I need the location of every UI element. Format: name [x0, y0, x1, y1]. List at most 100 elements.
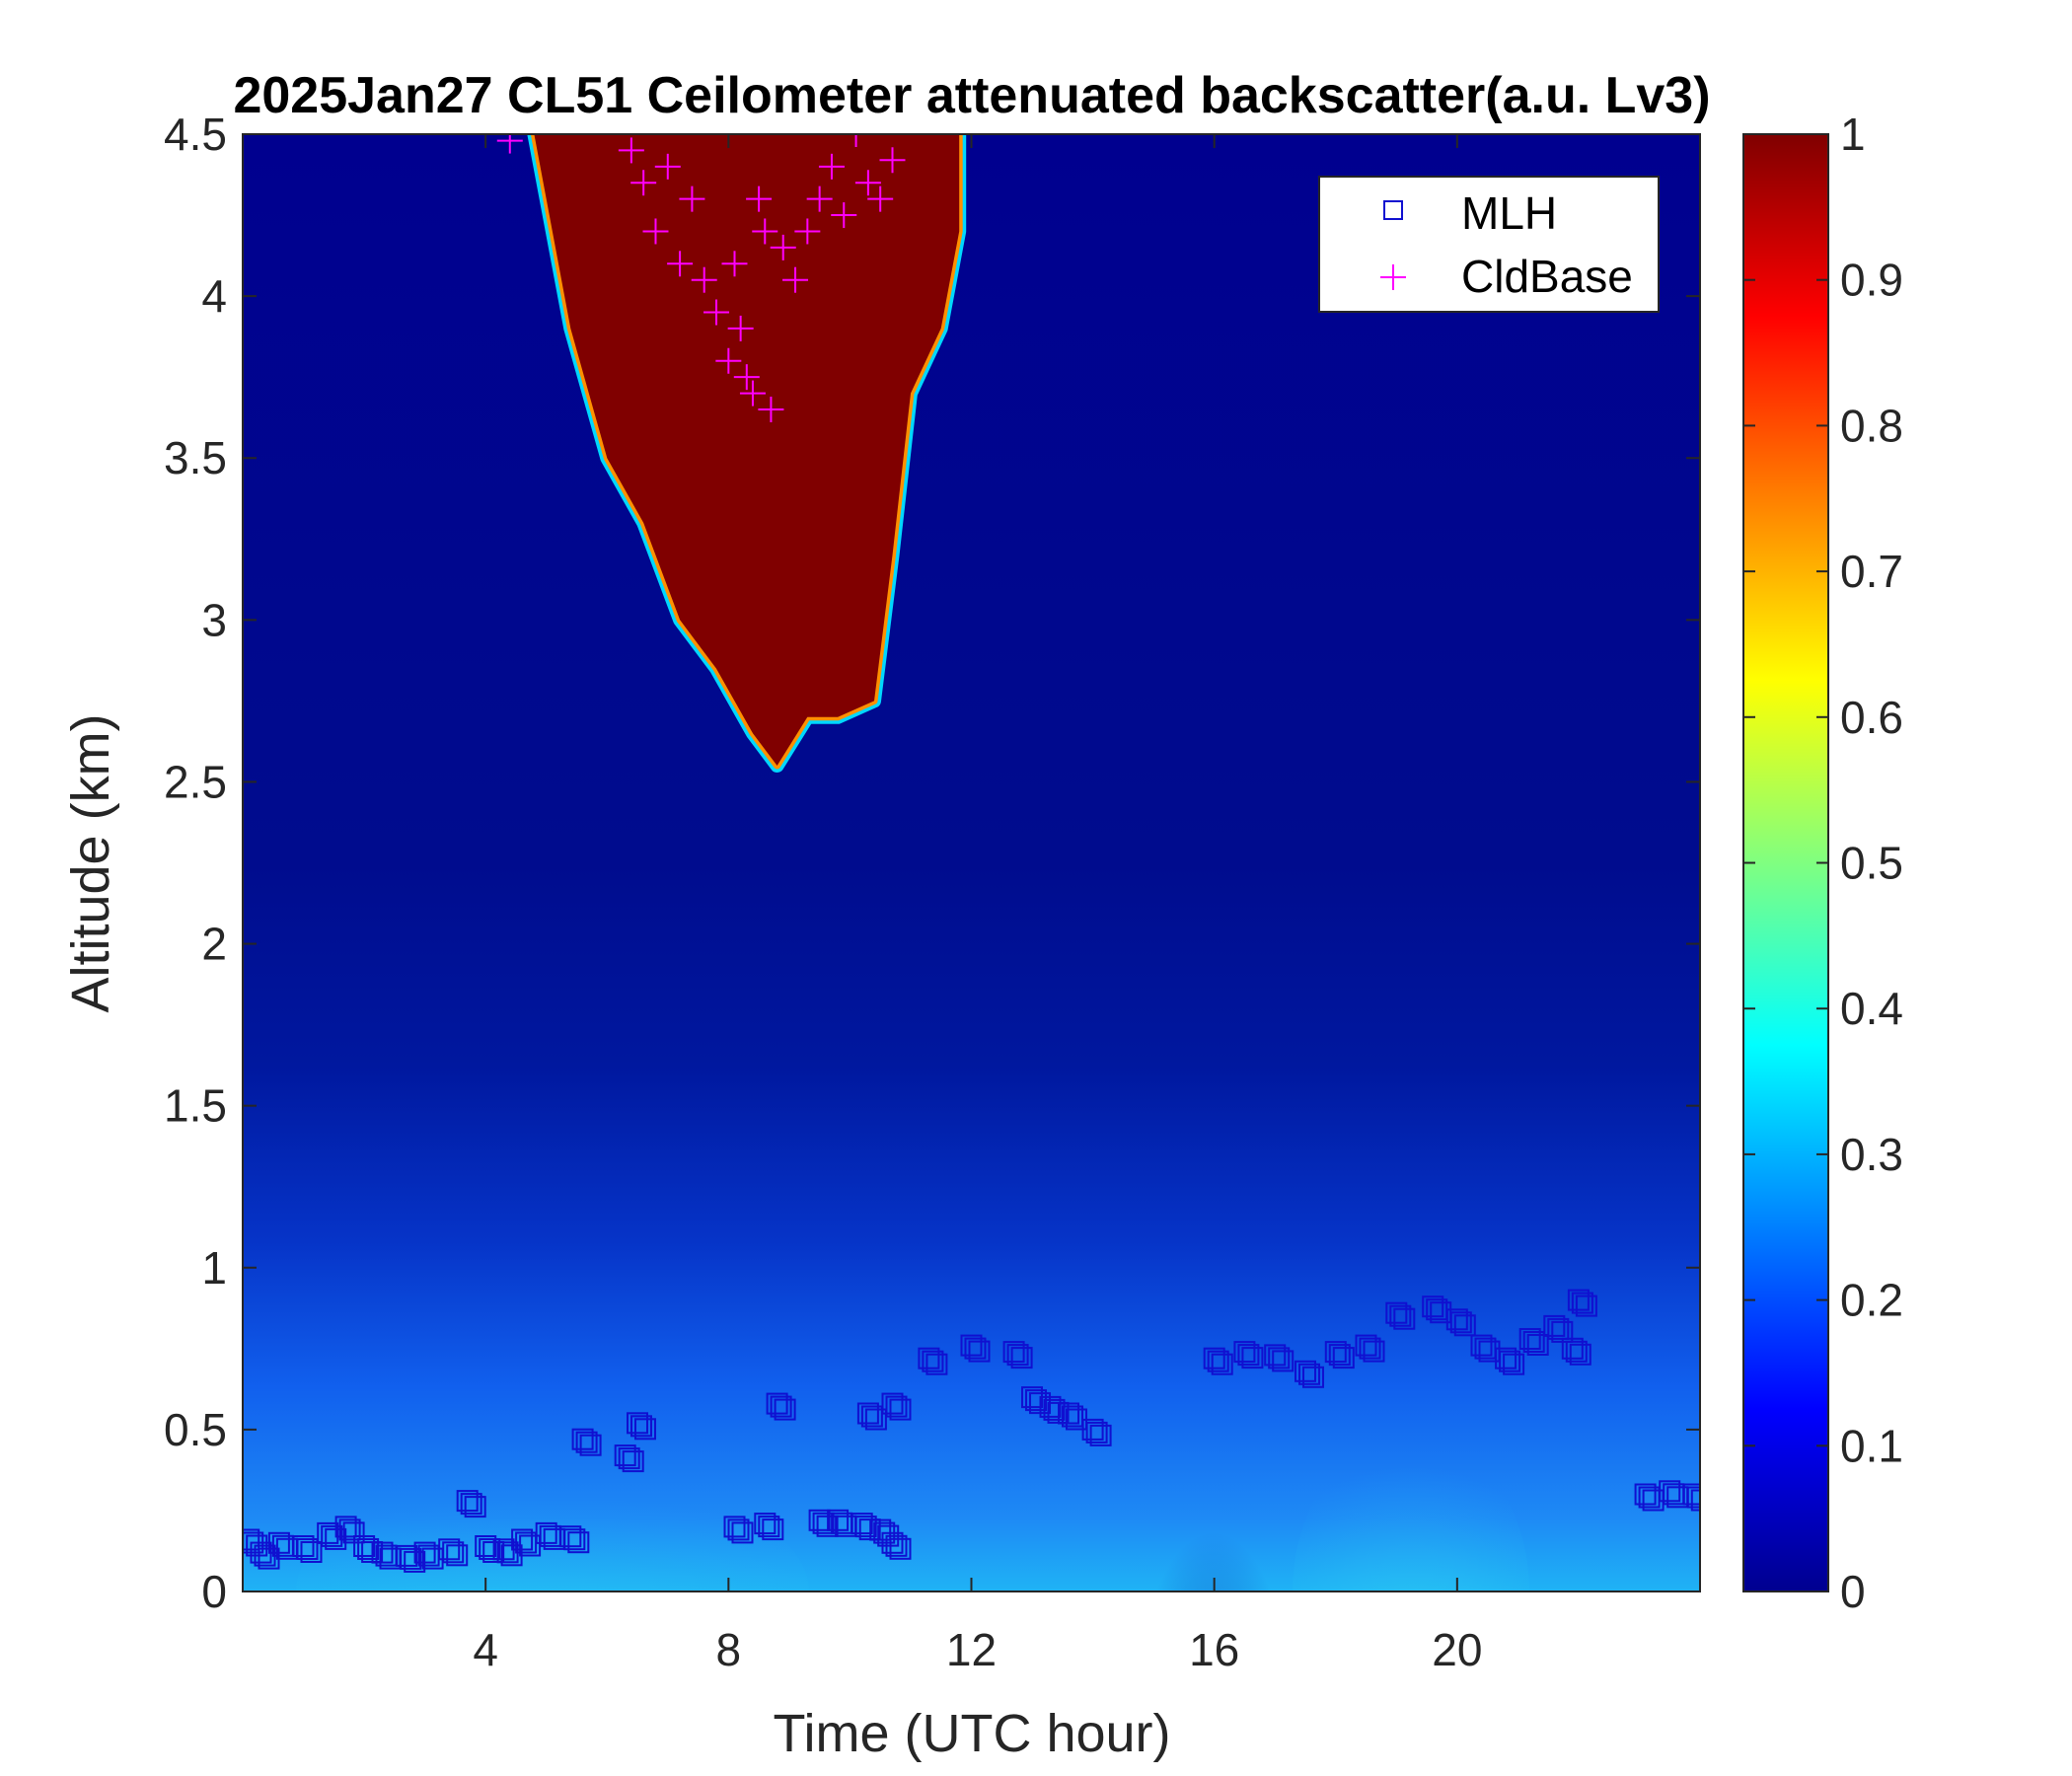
mlh-point [889, 1398, 912, 1421]
y-tick-label: 1.5 [164, 1080, 227, 1132]
cldbase-point [770, 234, 796, 260]
colorbar-tick-label: 0.3 [1840, 1129, 1903, 1180]
cldbase-point [794, 218, 821, 245]
mlh-point [1328, 1344, 1351, 1367]
mlh-point [918, 1347, 940, 1369]
x-axis: 4 8 12 16 20 [473, 134, 1482, 1675]
chart-title: 2025Jan27 CL51 Ceilometer attenuated bac… [233, 67, 1710, 124]
cldbase-point [843, 134, 869, 147]
mlh-point [1686, 1486, 1700, 1509]
legend-cldbase-label: CldBase [1461, 251, 1633, 302]
cldbase-point [715, 347, 742, 374]
mlh-point [885, 1534, 908, 1557]
mlh-point [575, 1431, 598, 1453]
cldbase-point [818, 153, 845, 180]
colorbar-tick-label: 0.8 [1840, 400, 1903, 451]
mlh-point [1575, 1295, 1597, 1317]
mlh-point [731, 1521, 754, 1544]
mlh-point [1363, 1340, 1385, 1363]
mlh-point [925, 1353, 948, 1375]
mlh-point [812, 1512, 835, 1534]
mlh-point [438, 1538, 461, 1561]
cldbase-point [758, 396, 784, 422]
cldbase-point [867, 185, 894, 212]
mlh-point [1499, 1350, 1521, 1372]
mlh-point [446, 1544, 469, 1567]
colorbar-tick-label: 0.4 [1840, 983, 1903, 1034]
mlh-point [1422, 1295, 1444, 1318]
mlh-point [334, 1516, 357, 1538]
y-tick-label: 0 [201, 1566, 227, 1617]
cldbase-series [496, 134, 906, 422]
mlh-point [1332, 1347, 1355, 1369]
legend: MLH CldBase [1318, 176, 1660, 313]
mlh-point [1241, 1347, 1264, 1369]
colorbar-tick-label: 0.6 [1840, 692, 1903, 743]
mlh-point [808, 1509, 831, 1531]
colorbar: 0 0.1 0.2 0.3 0.4 0.5 0.6 0.7 0.8 0.9 1 [1742, 109, 1903, 1617]
cldbase-point [679, 185, 705, 212]
mlh-point [1445, 1308, 1468, 1331]
x-tick-label: 12 [946, 1624, 997, 1675]
cldbase-point [746, 185, 773, 212]
mlh-point [960, 1334, 983, 1357]
legend-box [1318, 176, 1660, 313]
mlh-point [1385, 1301, 1408, 1324]
cldbase-point [721, 251, 748, 277]
mlh-point [1062, 1405, 1083, 1428]
mlh-point [511, 1528, 534, 1551]
aerosol-dark-dip [1154, 1443, 1273, 1591]
mlh-point [1359, 1337, 1381, 1360]
mlh-point [1058, 1402, 1079, 1425]
mlh-point [622, 1450, 644, 1473]
x-tick-label: 20 [1432, 1624, 1482, 1675]
mlh-point [881, 1531, 904, 1554]
cldbase-point [654, 153, 681, 180]
mlh-point [1393, 1307, 1416, 1330]
colorbar-tick-label: 0.2 [1840, 1275, 1903, 1326]
colorbar-tick-label: 0.9 [1840, 255, 1903, 306]
mlh-point [1518, 1328, 1541, 1350]
colorbar-gradient [1742, 133, 1829, 1592]
colorbar-tick-label: 0.5 [1840, 838, 1903, 889]
mlh-point [442, 1541, 465, 1564]
y-tick-label: 1 [201, 1242, 227, 1294]
mlh-point [1268, 1347, 1291, 1369]
mlh-point [885, 1395, 908, 1418]
mlh-point [864, 1408, 887, 1431]
mlh-point [922, 1350, 944, 1372]
mlh-series [243, 1289, 1700, 1573]
cldbase-point [879, 147, 906, 174]
aerosol-hotspot-evening [1293, 1434, 1529, 1591]
mlh-point [357, 1538, 380, 1560]
mlh-point [559, 1525, 582, 1548]
mlh-point [1571, 1292, 1593, 1314]
mlh-point [296, 1538, 319, 1560]
mlh-point [1081, 1418, 1104, 1441]
x-axis-label: Time (UTC hour) [773, 1704, 1170, 1763]
mlh-point [727, 1518, 750, 1541]
mlh-point [413, 1541, 436, 1564]
mlh-point [964, 1337, 987, 1360]
mlh-point [762, 1518, 784, 1541]
cldbase-point [496, 134, 523, 154]
mlh-point [869, 1518, 892, 1541]
y-tick-label: 3.5 [164, 432, 227, 483]
mlh-point [1237, 1344, 1260, 1367]
mlh-point [1449, 1311, 1472, 1334]
mlh-point [854, 1516, 877, 1538]
colorbar-tick-label: 0 [1840, 1566, 1866, 1617]
mlh-point [456, 1490, 479, 1513]
mlh-point [1495, 1347, 1517, 1369]
mlh-point [1567, 1289, 1590, 1311]
cloud-layer [527, 134, 967, 773]
mlh-point [827, 1509, 850, 1531]
mlh-point [292, 1535, 315, 1557]
mlh-point [396, 1544, 418, 1567]
y-tick-label: 4 [201, 270, 227, 322]
mlh-point [371, 1541, 394, 1564]
mlh-point [1355, 1334, 1377, 1357]
mlh-point [618, 1447, 640, 1470]
y-tick-label: 2 [201, 919, 227, 970]
mlh-point [1002, 1341, 1025, 1364]
